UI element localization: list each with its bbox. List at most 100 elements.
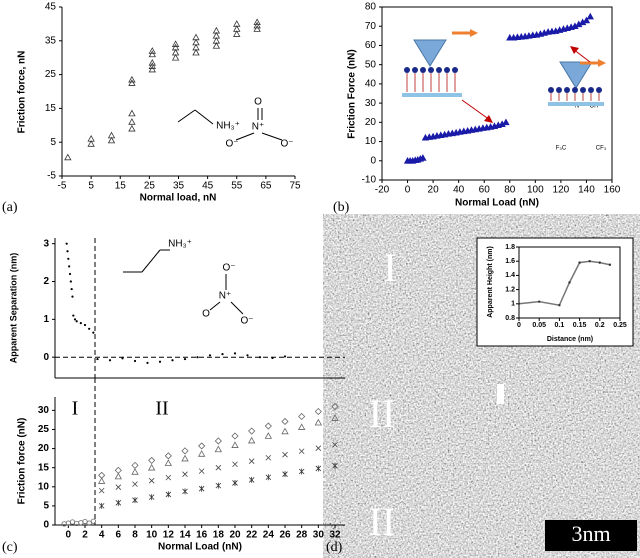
data-point <box>121 357 124 360</box>
schematic <box>596 87 602 93</box>
y-tick-label: 40 <box>365 79 377 90</box>
data-point <box>233 20 241 27</box>
data-point <box>232 461 238 468</box>
x-tick-label: 0.25 <box>613 322 627 329</box>
x-tick-label: 32 <box>329 530 341 541</box>
y-tick-label: 35 <box>45 35 57 46</box>
data-point <box>192 38 200 46</box>
schematic <box>598 59 606 67</box>
region-label: II <box>369 499 396 544</box>
y-tick-label: 0 <box>43 352 49 363</box>
data-point <box>233 352 237 355</box>
y-axis-label: Friction force, nN <box>17 51 28 134</box>
data-point <box>233 25 241 32</box>
schematic <box>404 67 410 73</box>
x-tick-label: 80 <box>504 185 516 196</box>
data-point <box>181 447 189 455</box>
schematic <box>461 99 491 121</box>
data-point <box>233 30 241 37</box>
x-tick-label: 15 <box>115 181 127 192</box>
data-point <box>332 462 338 469</box>
data-point <box>79 322 82 325</box>
inset-background <box>476 237 634 347</box>
y-tick-label: 70 <box>365 21 377 32</box>
data-point <box>107 131 116 139</box>
data-point <box>87 134 95 142</box>
x-tick-label: 40 <box>453 185 465 196</box>
y-tick-label: 15 <box>38 462 50 473</box>
data-point <box>69 280 72 283</box>
x-tick-label: 30 <box>313 530 325 541</box>
data-point <box>87 140 95 147</box>
data-point <box>586 12 594 20</box>
x-tick-label: -20 <box>375 185 390 196</box>
x-tick-label: 0 <box>405 185 411 196</box>
data-point <box>86 520 92 526</box>
annotation: CF₃ <box>596 146 607 152</box>
data-point <box>182 488 188 495</box>
schematic <box>413 39 447 67</box>
data-point <box>281 417 289 426</box>
panel-label: (c) <box>2 540 18 555</box>
y-tick-label: 0 <box>43 520 49 531</box>
data-point <box>283 355 287 358</box>
annotation: NH₃⁺ <box>216 121 240 132</box>
data-point <box>588 260 591 263</box>
data-point <box>148 50 156 58</box>
x-axis-label: Normal Load (nN) <box>158 542 242 553</box>
data-point <box>264 422 272 430</box>
data-point <box>282 471 288 478</box>
annotation: O <box>254 97 262 108</box>
data-line <box>518 260 611 307</box>
x-tick-label: 140 <box>578 185 595 196</box>
data-point <box>165 474 172 481</box>
annotation: O <box>202 309 210 320</box>
data-point <box>215 482 222 489</box>
data-point <box>171 43 180 51</box>
data-point <box>502 118 510 126</box>
data-point <box>253 21 261 29</box>
data-point <box>297 423 306 430</box>
y-tick-label: 1.4 <box>505 272 515 279</box>
data-point <box>253 25 261 32</box>
data-point <box>171 48 180 56</box>
data-point <box>148 58 156 66</box>
x-tick-label: 18 <box>213 530 225 541</box>
y-tick-label: -5 <box>47 171 56 182</box>
bond <box>177 109 196 123</box>
annotation: II <box>155 398 168 420</box>
data-point <box>73 318 77 321</box>
data-point <box>608 263 612 266</box>
data-point <box>133 359 137 363</box>
annotation: O⁻ <box>280 139 293 150</box>
schematic <box>588 87 594 93</box>
x-tick-label: 65 <box>260 181 272 192</box>
x-tick-label: 0 <box>66 530 72 541</box>
y-tick-label: -10 <box>362 175 377 186</box>
data-point <box>78 520 84 526</box>
data-point <box>265 454 272 461</box>
y-tick-label: 5 <box>43 501 49 512</box>
data-point <box>132 481 138 487</box>
x-tick-label: 2 <box>82 530 88 541</box>
y-tick-label: 1.2 <box>505 286 515 293</box>
data-point <box>246 354 249 357</box>
region-label: II <box>369 391 396 436</box>
y-tick-label: 0.8 <box>505 315 515 322</box>
x-tick-label: 20 <box>229 530 241 541</box>
x-tick-label: 55 <box>231 181 243 192</box>
data-point <box>215 464 222 471</box>
stm-image: I II II 3nm (d) <box>326 235 638 555</box>
plot-frame <box>381 6 613 181</box>
data-point <box>183 357 187 361</box>
data-point <box>181 454 189 462</box>
y-axis-label: Apparent Separation (nm) <box>8 253 18 364</box>
plot-frame <box>518 246 621 319</box>
data-point <box>332 441 338 448</box>
data-point <box>128 109 136 117</box>
data-point <box>231 432 239 440</box>
data-point <box>264 432 273 439</box>
data-point <box>253 18 261 26</box>
schematic <box>444 67 450 73</box>
x-tick-label: 100 <box>527 185 544 196</box>
